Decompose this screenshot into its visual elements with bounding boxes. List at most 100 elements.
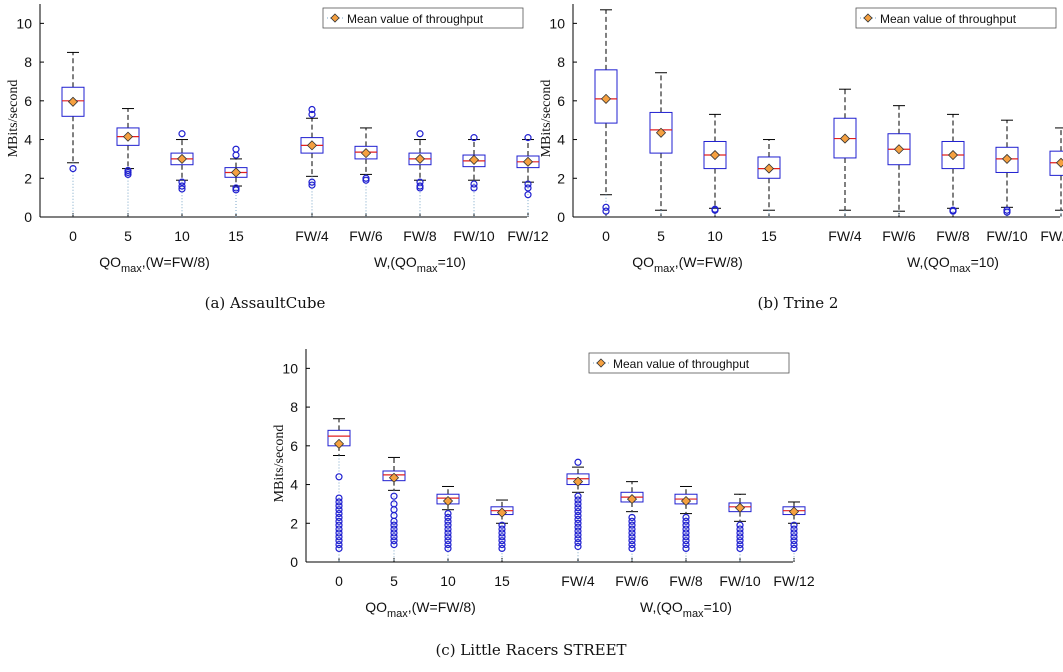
outlier-point: [444, 517, 452, 525]
legend-box: [322, 7, 524, 29]
legend-box: [588, 352, 790, 374]
x-group-label-main: QO: [632, 254, 654, 270]
x-tick-label: FW/8: [403, 228, 437, 244]
x-tick-label: FW/10: [719, 573, 760, 589]
outlier-point: [178, 182, 186, 190]
outlier-point: [628, 529, 636, 537]
mean-marker: [496, 507, 508, 518]
outlier-point: [390, 529, 398, 537]
outlier-point: [628, 525, 636, 533]
x-tick-label: 10: [174, 228, 190, 244]
outlier-point: [790, 529, 798, 537]
x-tick-label: 15: [228, 228, 244, 244]
x-group-label-main: W,(QO: [640, 599, 683, 615]
x-group-label-rest: =10): [438, 254, 466, 270]
outlier-point: [574, 515, 582, 523]
y-axis-label: MBits/second: [6, 80, 21, 158]
outlier-point: [498, 533, 506, 541]
outlier-point: [736, 525, 744, 533]
outlier-point: [524, 184, 532, 192]
outlier-point: [574, 496, 582, 504]
outlier-point: [444, 540, 452, 549]
outlier-point: [444, 544, 452, 553]
y-tick-label: 0: [24, 209, 32, 225]
mean-marker: [67, 96, 79, 107]
outlier-point: [124, 170, 132, 178]
x-group-label-rest: ,(W=FW/8): [408, 599, 476, 615]
outlier-point: [602, 203, 610, 211]
mean-marker: [626, 494, 638, 505]
legend-label: Mean value of throughput: [347, 12, 484, 26]
outlier-point: [444, 529, 452, 537]
outlier-point: [390, 540, 398, 549]
outlier-point: [308, 178, 316, 186]
outlier-point: [736, 533, 744, 541]
outlier-point: [628, 540, 636, 549]
legend-marker: [330, 13, 340, 23]
x-tick-label: FW/6: [882, 228, 916, 244]
outlier-point: [335, 506, 343, 514]
outlier-point: [444, 533, 452, 541]
mean-marker: [522, 156, 534, 167]
x-group-label-sub: max: [121, 263, 142, 275]
x-group-label-main: QO: [365, 599, 387, 615]
outlier-point: [335, 473, 343, 481]
outlier-point: [790, 533, 798, 541]
x-tick-label: FW/4: [828, 228, 862, 244]
x-tick-label: FW/6: [349, 228, 383, 244]
outlier-point: [335, 517, 343, 525]
outlier-point: [444, 537, 452, 545]
outlier-point: [682, 540, 690, 549]
y-tick-label: 6: [24, 93, 32, 109]
x-tick-label: 0: [335, 573, 343, 589]
y-tick-label: 10: [16, 15, 32, 31]
y-tick-label: 6: [290, 438, 298, 454]
outlier-point: [335, 509, 343, 518]
x-group-label-sub: max: [417, 263, 438, 275]
y-tick-label: 0: [557, 209, 565, 225]
mean-marker: [839, 133, 851, 144]
x-group-label-sub: max: [950, 263, 971, 275]
mean-marker: [572, 476, 584, 487]
outlier-point: [390, 517, 398, 525]
outlier-point: [1003, 208, 1011, 216]
outlier-point: [736, 529, 744, 537]
x-group-label: W,(QOmax=10): [374, 254, 466, 275]
x-group-label-rest: =10): [971, 254, 999, 270]
x-tick-label: 15: [494, 573, 510, 589]
outlier-point: [574, 500, 582, 508]
mean-marker: [176, 153, 188, 164]
mean-marker: [388, 472, 400, 483]
outlier-point: [335, 498, 343, 506]
x-tick-label: FW/4: [561, 573, 595, 589]
outlier-point: [628, 533, 636, 541]
outlier-point: [574, 458, 582, 466]
outlier-point: [524, 134, 532, 142]
outlier-point: [390, 525, 398, 533]
outlier-point: [524, 180, 532, 188]
mean-marker: [230, 167, 242, 178]
outlier-point: [682, 529, 690, 537]
x-tick-label: 5: [657, 228, 665, 244]
outlier-point: [335, 537, 343, 545]
legend-box: [855, 7, 1057, 29]
y-axis-label: MBits/second: [539, 80, 554, 158]
box: [995, 146, 1019, 173]
outlier-point: [335, 529, 343, 537]
y-tick-label: 8: [557, 54, 565, 70]
x-group-label-main: QO: [99, 254, 121, 270]
outlier-point: [682, 525, 690, 533]
outlier-point: [736, 521, 744, 529]
mean-marker: [442, 495, 454, 507]
outlier-point: [949, 207, 957, 215]
outlier-point: [574, 523, 582, 531]
y-tick-label: 0: [290, 554, 298, 570]
outlier-point: [628, 517, 636, 525]
mean-marker: [947, 149, 959, 161]
outlier-point: [790, 525, 798, 533]
x-group-label-sub: max: [387, 608, 408, 620]
x-group-label: QOmax,(W=FW/8): [99, 254, 210, 275]
outlier-point: [498, 525, 506, 533]
outlier-point: [628, 544, 636, 553]
